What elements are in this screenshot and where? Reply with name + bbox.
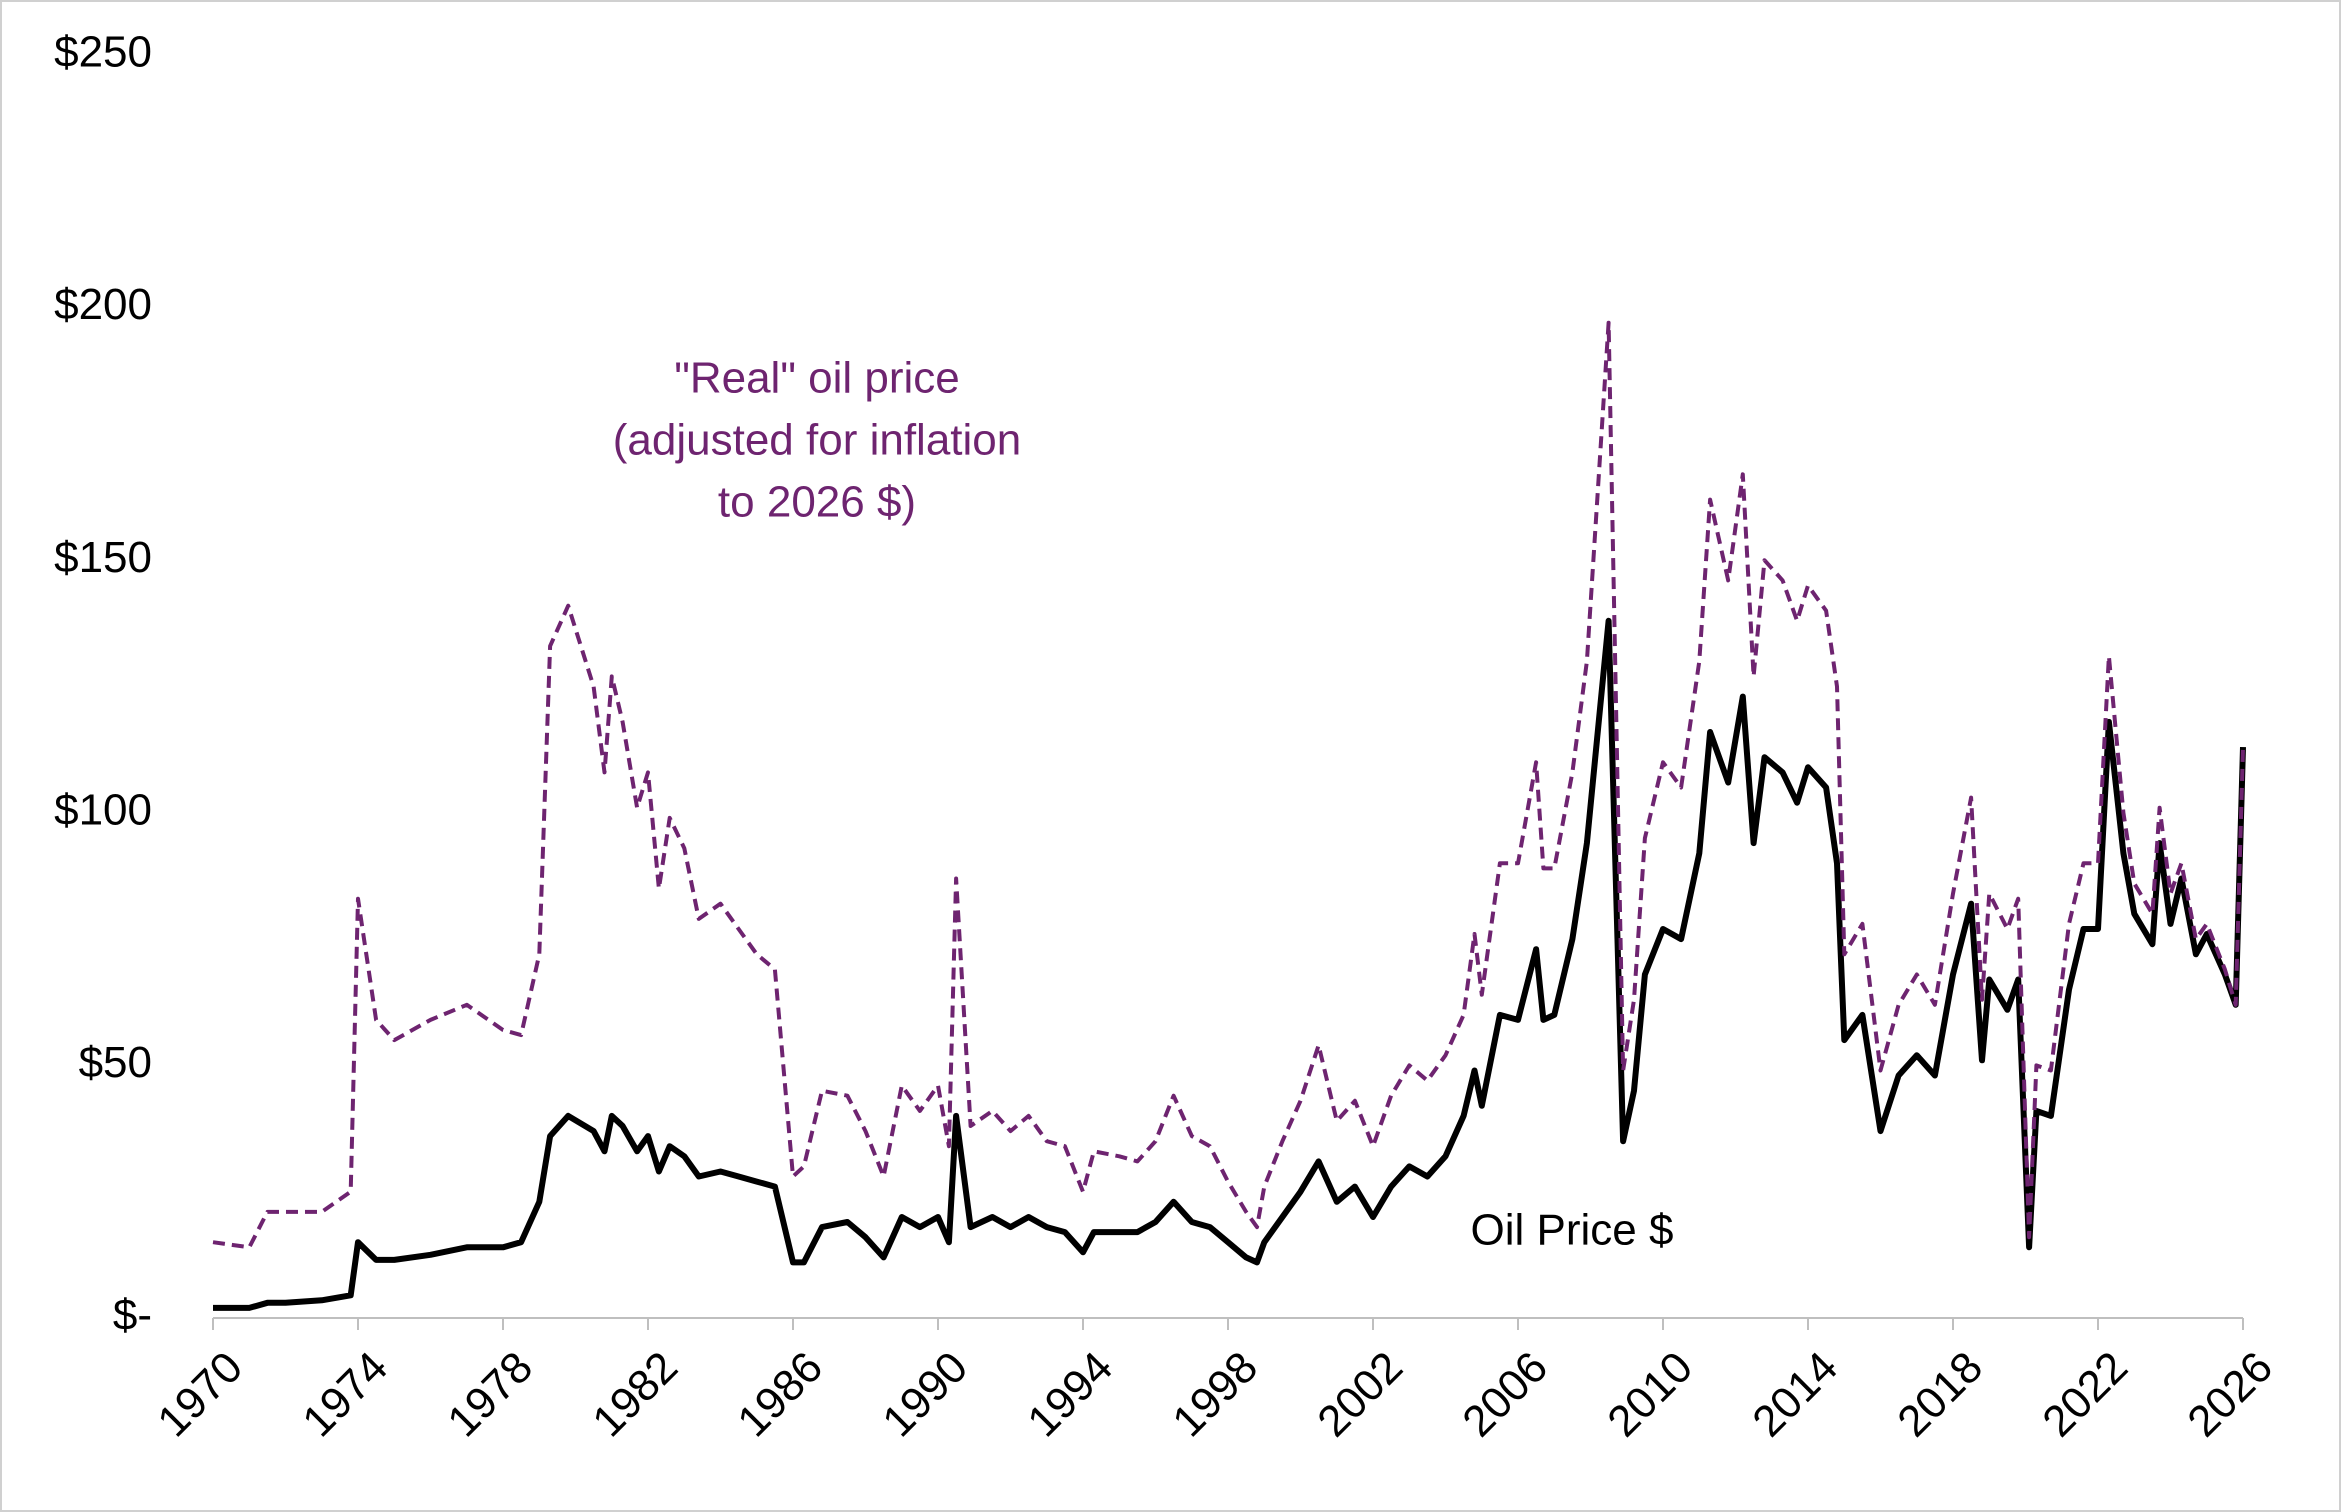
series-line xyxy=(212,320,2245,1250)
annotation: Oil Price $ xyxy=(1471,1206,1674,1255)
y-tick-label: $- xyxy=(113,1291,152,1340)
y-tick-label: $150 xyxy=(54,533,152,582)
y-tick-label: $200 xyxy=(54,280,152,329)
y-tick-label: $50 xyxy=(79,1038,152,1087)
y-tick-label: $250 xyxy=(54,28,152,77)
annotation: "Real" oil price xyxy=(674,354,960,403)
annotation: to 2026 $) xyxy=(718,478,916,527)
y-tick-label: $100 xyxy=(54,785,152,834)
series-line xyxy=(213,617,2246,1311)
annotation: (adjusted for inflation xyxy=(613,416,1021,465)
